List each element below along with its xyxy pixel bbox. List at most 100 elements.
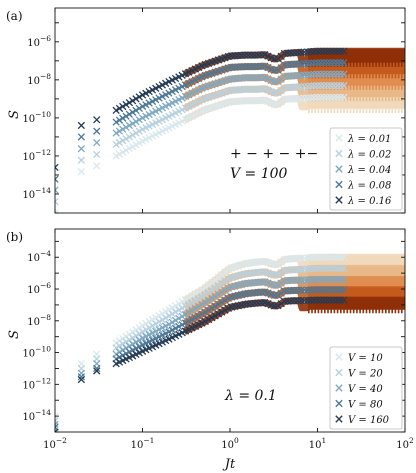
marker-s4-p72 xyxy=(340,47,348,55)
series-oscillation-2 xyxy=(308,72,405,90)
marker-s1-p32 xyxy=(208,286,216,294)
marker-s1-p64 xyxy=(313,264,322,273)
x-axis-label: Jt xyxy=(222,457,236,472)
legend-marker-3 xyxy=(335,180,343,189)
marker-s3-p5 xyxy=(119,114,127,122)
marker-s4-p67 xyxy=(323,47,332,55)
marker-s0-p67 xyxy=(323,93,332,102)
marker-s2-p2 xyxy=(93,138,101,147)
marker-s0-p18 xyxy=(161,307,170,316)
marker-s3-p68 xyxy=(326,59,335,67)
marker-s0-p17 xyxy=(158,309,167,318)
marker-s2-p10 xyxy=(135,116,143,124)
marker-s3-p10 xyxy=(135,104,143,113)
marker-s1-p69 xyxy=(330,264,338,273)
marker-s0-p71 xyxy=(336,253,345,261)
marker-s4-p71 xyxy=(336,296,345,304)
marker-s1-p65 xyxy=(317,81,325,90)
marker-s1-p17 xyxy=(158,316,167,324)
marker-s0-p70 xyxy=(333,93,341,102)
marker-s3-p65 xyxy=(317,59,325,67)
marker-s3-p64 xyxy=(313,286,322,294)
marker-s3-p67 xyxy=(323,59,332,67)
marker-s0-p43 xyxy=(244,97,252,105)
marker-s0-p11 xyxy=(138,321,147,330)
marker-s3-p2 xyxy=(93,127,101,135)
marker-s1-p15 xyxy=(152,320,160,328)
marker-s2-p53 xyxy=(277,279,285,287)
marker-s4-p52 xyxy=(274,54,282,63)
marker-s1-p12 xyxy=(142,326,150,334)
marker-s2-p19 xyxy=(165,320,173,328)
marker-s1-p9 xyxy=(132,129,140,137)
plot-area xyxy=(55,253,405,432)
marker-s2-p0 xyxy=(55,186,59,194)
marker-s1-p28 xyxy=(194,294,203,302)
marker-s0-p24 xyxy=(181,296,190,304)
marker-s0-p1 xyxy=(77,167,85,176)
y-axis-label: S xyxy=(7,110,22,119)
marker-s1-p29 xyxy=(198,292,206,301)
marker-s0-p72 xyxy=(340,93,348,102)
marker-s0-p66 xyxy=(320,93,328,102)
marker-s4-p65 xyxy=(317,296,325,304)
marker-s3-p6 xyxy=(122,112,130,120)
marker-s2-p33 xyxy=(211,292,219,301)
marker-s3-p43 xyxy=(244,62,252,71)
legend-entry-4: λ = 0.16 xyxy=(347,196,392,207)
marker-s4-p68 xyxy=(326,296,335,304)
marker-s2-p5 xyxy=(119,125,127,133)
legend-marker-0 xyxy=(335,353,343,361)
x-tick-label: 10−1 xyxy=(131,436,155,451)
marker-s0-p65 xyxy=(317,253,325,261)
marker-s4-p65 xyxy=(317,47,325,55)
marker-s2-p72 xyxy=(340,275,348,284)
marker-s3-p71 xyxy=(336,59,345,67)
marker-s2-p32 xyxy=(208,294,216,303)
marker-s0-p65 xyxy=(317,93,325,102)
marker-s2-p35 xyxy=(218,288,226,297)
marker-s1-p5 xyxy=(119,340,127,348)
marker-s0-p69 xyxy=(330,93,338,102)
marker-s3-p33 xyxy=(211,302,219,310)
marker-s0-p28 xyxy=(194,288,203,296)
marker-s0-p20 xyxy=(168,304,176,312)
marker-s4-p4 xyxy=(115,104,124,113)
marker-s0-p16 xyxy=(155,311,163,320)
marker-s1-p16 xyxy=(155,318,163,326)
marker-s4-p2 xyxy=(93,367,101,375)
plot-area xyxy=(55,47,405,213)
marker-s4-p7 xyxy=(125,98,134,107)
marker-s1-p64 xyxy=(313,81,322,90)
legend: λ = 0.01 λ = 0.02 λ = 0.04 λ = 0.08 λ = 0.16 xyxy=(329,127,403,211)
marker-s2-p26 xyxy=(188,306,196,315)
marker-s2-p31 xyxy=(204,296,213,305)
marker-s2-p68 xyxy=(326,275,335,284)
marker-s2-p10 xyxy=(135,336,143,344)
marker-s2-p3 xyxy=(112,129,120,137)
marker-s4-p67 xyxy=(323,296,332,304)
marker-s3-p31 xyxy=(204,306,213,314)
marker-s1-p22 xyxy=(175,306,183,314)
legend-box xyxy=(329,127,403,211)
marker-s3-p7 xyxy=(125,110,134,118)
panel-label: (b) xyxy=(6,230,23,244)
marker-s2-p28 xyxy=(194,302,203,311)
marker-s2-p68 xyxy=(326,70,335,78)
marker-s1-p8 xyxy=(128,334,137,342)
marker-s3-p53 xyxy=(277,289,285,297)
marker-s4-p64 xyxy=(313,296,322,304)
marker-s2-p69 xyxy=(330,70,338,78)
marker-s0-p0 xyxy=(55,209,59,213)
marker-s3-p3 xyxy=(112,118,120,126)
marker-s1-p23 xyxy=(178,304,186,312)
marker-s1-p52 xyxy=(274,88,282,97)
marker-s4-p0 xyxy=(55,163,59,172)
marker-s2-p52 xyxy=(274,77,282,85)
marker-s1-p31 xyxy=(204,288,213,296)
marker-s1-p4 xyxy=(115,342,124,350)
panel-label: (a) xyxy=(6,9,23,23)
y-tick-label: 10−12 xyxy=(22,148,51,163)
y-tick-label: 10−4 xyxy=(27,249,51,264)
marker-s1-p11 xyxy=(138,328,147,336)
